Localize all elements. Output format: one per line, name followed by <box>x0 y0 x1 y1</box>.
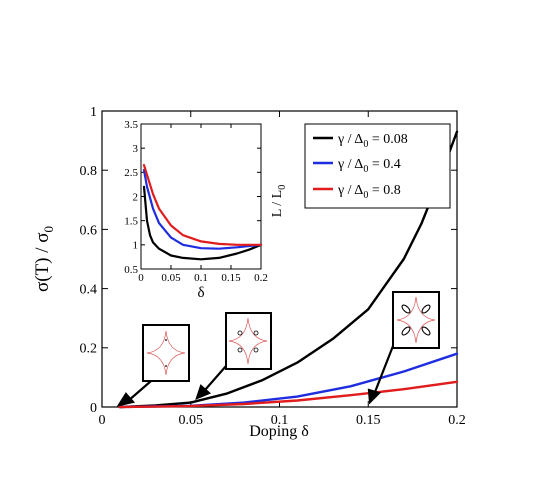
fermi-inset-1-frame <box>142 324 190 382</box>
inset-y-axis-label-text: L / L <box>270 190 285 217</box>
fermi-inset-3-pocket-2 <box>421 304 431 314</box>
legend-entry-3-sub: 0 <box>363 190 368 201</box>
legend-entry-1-prefix: γ / Δ <box>337 132 363 147</box>
inset-x-axis-label: δ <box>197 285 204 301</box>
inset-y-tick-label-0: 0.5 <box>124 264 138 276</box>
fermi-surface-inset-3 <box>392 291 440 349</box>
inset-y-tick-label-4: 2.5 <box>124 167 138 179</box>
fermi-inset-2-contour <box>228 317 268 365</box>
main-x-tick-label-3: 0.15 <box>356 413 381 428</box>
main-series-line-0 <box>118 130 459 409</box>
main-y-tick-label-2: 0.4 <box>80 283 98 298</box>
legend-entry-3-suffix: = 0.8 <box>368 183 400 198</box>
main-y-axis-label-sub: 0 <box>41 226 56 233</box>
fermi-inset-3-frame <box>392 291 440 349</box>
legend-entry-2-prefix: γ / Δ <box>337 157 363 172</box>
main-y-tick-label-1: 0.2 <box>80 342 98 357</box>
main-y-tick-label-4: 0.8 <box>80 164 98 179</box>
legend-entry-2-suffix: = 0.4 <box>368 157 400 172</box>
legend-entry-3: γ / Δ0 = 0.8 <box>337 183 401 201</box>
main-y-tick-label-3: 0.6 <box>80 223 98 238</box>
main-series-line-2 <box>118 380 459 409</box>
inset-x-tick-label-2: 0.1 <box>194 272 208 284</box>
inset-x-tick-label-0: 0 <box>138 272 144 284</box>
inset-y-tick-label-6: 3.5 <box>124 119 138 131</box>
fermi-inset-2-pocket-4 <box>253 347 259 353</box>
inset-y-tick-label-2: 1.5 <box>124 216 138 228</box>
fermi-inset-1-contour <box>146 330 186 376</box>
annotation-arrows <box>116 345 395 407</box>
fermi-inset-3-pocket-3 <box>401 326 411 336</box>
main-y-tick-label-5: 1 <box>90 105 97 120</box>
main-x-tick-label-1: 0.05 <box>179 413 204 428</box>
legend-entry-2: γ / Δ0 = 0.4 <box>337 157 401 175</box>
inset-series-line-2 <box>142 164 263 246</box>
main-y-axis-label-text: σ(T) / σ <box>32 232 53 292</box>
fermi-inset-2-pocket-3 <box>237 347 243 353</box>
legend-entry-1-sub: 0 <box>363 139 368 150</box>
main-x-axis-label-delta: δ <box>301 423 309 440</box>
fermi-inset-3-contour <box>396 296 436 344</box>
main-x-axis-label-prefix: Doping <box>249 423 301 440</box>
legend-entry-1: γ / Δ0 = 0.08 <box>337 132 408 150</box>
main-x-tick-label-0: 0 <box>99 413 106 428</box>
inset-series-line-1 <box>142 168 263 250</box>
main-ticks: 0 0.05 0.1 0.15 0.2 0 0.2 0.4 0.6 0.8 1 <box>80 105 466 428</box>
inset-ticks: 0 0.05 0.1 0.15 0.2 0.5 1 1.5 2 2.5 3 3.5 <box>124 119 268 284</box>
inset-y-axis-label: L / L0 <box>270 185 288 217</box>
inset-y-tick-label-3: 2 <box>133 191 139 203</box>
arrow-1-head <box>116 392 136 407</box>
inset-y-tick-label-5: 3 <box>133 143 139 155</box>
arrow-3-line <box>373 345 395 393</box>
inset-y-axis-label-sub: 0 <box>277 185 288 190</box>
main-y-axis-label: σ(T) / σ0 <box>32 226 56 292</box>
fermi-inset-3-pocket-1 <box>401 304 411 314</box>
fermi-inset-1-node-1 <box>165 339 167 341</box>
arrow-1-line <box>127 380 152 402</box>
inset-series-line-0 <box>142 185 263 261</box>
fermi-inset-1-node-2 <box>165 365 167 367</box>
fermi-surface-inset-2 <box>225 312 272 370</box>
fermi-surface-inset-1 <box>142 324 190 382</box>
fermi-inset-2-pocket-2 <box>253 330 259 336</box>
main-y-tick-label-0: 0 <box>90 401 97 416</box>
main-x-axis-label: Doping δ <box>249 423 309 440</box>
fermi-inset-3-pocket-4 <box>421 326 431 336</box>
legend-entry-3-prefix: γ / Δ <box>337 183 363 198</box>
inset-x-tick-label-3: 0.15 <box>221 272 241 284</box>
arrow-2-line <box>204 365 227 391</box>
fermi-inset-2-pocket-1 <box>237 330 243 336</box>
main-x-tick-label-2: 0.1 <box>271 413 289 428</box>
main-series <box>118 130 459 409</box>
legend: γ / Δ0 = 0.08 γ / Δ0 = 0.4 γ / Δ0 = 0.8 <box>304 123 451 209</box>
arrow-3-head <box>367 388 382 405</box>
legend-entry-1-suffix: = 0.08 <box>368 132 407 147</box>
inset-x-tick-label-1: 0.05 <box>161 272 181 284</box>
inset-y-tick-label-1: 1 <box>133 240 139 252</box>
legend-entry-2-sub: 0 <box>363 164 368 175</box>
main-x-tick-label-4: 0.2 <box>448 413 466 428</box>
inset-series <box>142 164 263 261</box>
inset-x-tick-label-4: 0.2 <box>254 272 268 284</box>
arrow-2-head <box>195 384 212 400</box>
